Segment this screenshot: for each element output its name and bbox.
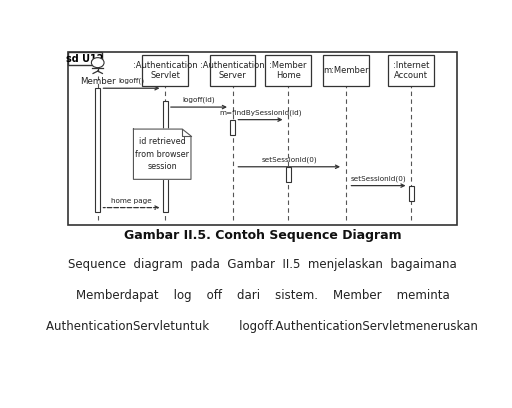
Text: :Internet
Account: :Internet Account [393,61,430,80]
Text: m:Member: m:Member [323,66,369,75]
FancyBboxPatch shape [286,167,291,182]
Text: setSessionId(0): setSessionId(0) [351,175,407,182]
FancyBboxPatch shape [230,120,235,135]
FancyBboxPatch shape [323,55,369,86]
Circle shape [92,58,104,68]
FancyBboxPatch shape [389,55,434,86]
FancyBboxPatch shape [210,55,255,86]
FancyBboxPatch shape [142,55,188,86]
Text: setSessionId(0): setSessionId(0) [261,156,317,163]
FancyBboxPatch shape [68,52,457,225]
FancyBboxPatch shape [68,52,102,65]
Text: :Authentication
Servlet: :Authentication Servlet [133,61,198,80]
FancyBboxPatch shape [163,101,168,212]
Text: sd U12: sd U12 [66,54,103,64]
Text: AuthenticationServletuntuk        logoff.AuthenticationServletmeneruskan: AuthenticationServletuntuk logoff.Authen… [47,321,478,333]
FancyBboxPatch shape [265,55,311,86]
Text: Sequence  diagram  pada  Gambar  II.5  menjelaskan  bagaimana: Sequence diagram pada Gambar II.5 menjel… [68,258,457,271]
Text: logoff(id): logoff(id) [183,97,215,103]
FancyBboxPatch shape [409,186,414,201]
Text: Member: Member [80,77,116,86]
Text: home page: home page [111,197,152,204]
Text: :Authentication
Server: :Authentication Server [200,61,265,80]
Text: Memberdapat    log    off    dari    sistem.    Member    meminta: Memberdapat log off dari sistem. Member … [76,289,449,302]
Text: logoff(): logoff() [118,78,144,84]
Text: id retrieved
from browser
session: id retrieved from browser session [135,137,189,171]
Polygon shape [134,129,191,180]
FancyBboxPatch shape [95,88,100,212]
Text: Gambar II.5. Contoh Sequence Diagram: Gambar II.5. Contoh Sequence Diagram [123,229,401,242]
Text: :Member
Home: :Member Home [269,61,307,80]
Text: m=findBySessionId(id): m=findBySessionId(id) [219,109,302,115]
